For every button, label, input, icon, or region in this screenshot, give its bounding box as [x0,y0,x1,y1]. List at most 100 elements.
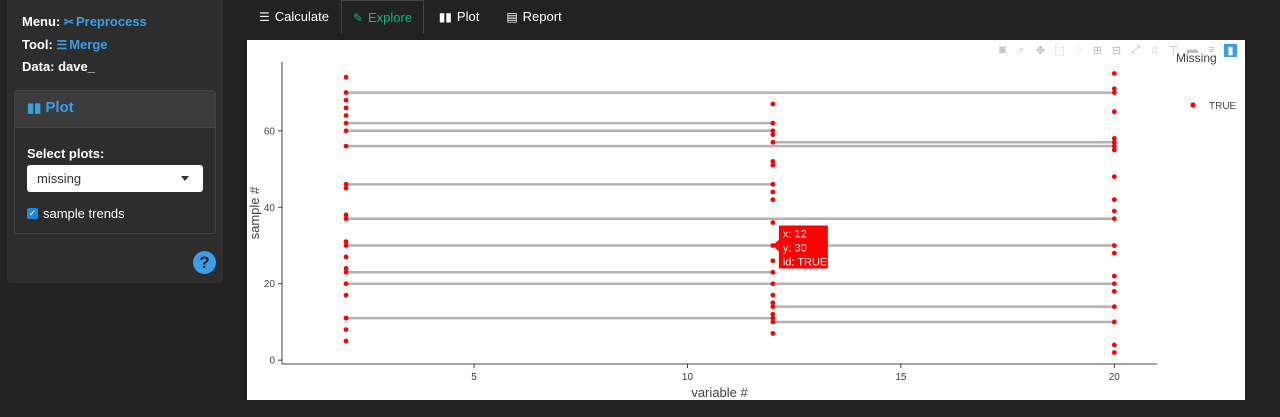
menu-label: Menu: [22,14,61,29]
x-tick-label: 5 [471,372,477,383]
y-tick-label: 40 [264,203,276,214]
y-tick-label: 20 [264,279,276,290]
data-point [770,189,776,195]
zoom-out-icon[interactable]: ⊟ [1111,45,1122,57]
y-tick-label: 0 [269,356,275,367]
sample-trends-option[interactable]: ✓ sample trends [27,206,125,221]
data-point [770,311,776,317]
data-point [343,243,349,248]
data-point [343,74,349,80]
plot-select[interactable]: missing [27,165,203,192]
data-point [1111,243,1117,248]
tooltip-pointer [772,239,779,252]
legend-entry: TRUE [1209,101,1237,112]
data-point [1111,250,1117,256]
data-point [343,113,349,118]
scissors-icon: ✂ [63,15,74,29]
data-point [1111,147,1117,153]
data-point [1111,136,1117,141]
y-tick-label: 60 [264,126,276,137]
data-point [1111,342,1117,348]
data-point [770,304,776,310]
caret-down-icon [181,176,189,181]
panel-header[interactable]: ▮▮ Plot [15,91,215,128]
tool-label: Tool: [22,37,53,52]
checkbox-label: sample trends [43,206,125,221]
menu-line: Menu: ✂ Preprocess [22,14,147,29]
file-icon: ▤ [506,10,518,24]
data-point [343,105,349,111]
data-point [1111,319,1117,325]
tab-calculate[interactable]: ☰ Calculate [247,0,341,33]
modebar: ◙ ⌕ ✥ ⬚ ◌ ⊞ ⊟ ⤢ ⌂ ⊤ ▬ ≡ ▮ [996,44,1237,57]
x-tick-label: 15 [895,372,907,383]
x-tick-label: 10 [682,372,694,383]
home-icon[interactable]: ⌂ [1151,44,1158,56]
bar-chart-icon: ▮▮ [27,100,42,115]
data-point [770,300,776,306]
tool-value: Merge [69,37,108,52]
tooltip-line: x: 12 [783,228,807,240]
plotly-logo-icon[interactable]: ▮ [1224,44,1237,57]
tab-label: Explore [367,10,413,25]
data-point [1111,174,1117,180]
pan-icon[interactable]: ✥ [1035,45,1046,57]
data-point [770,269,776,275]
zoom-in-icon[interactable]: ⊞ [1092,45,1103,57]
tooltip-box [778,225,828,269]
data-point [770,292,776,298]
tab-label: Calculate [274,9,329,24]
data-point [343,281,349,287]
data-point [343,185,349,191]
data-point [770,243,776,248]
data-point [1111,350,1117,355]
data-point [770,128,776,134]
data-point [343,212,349,218]
data-point [343,128,349,134]
data-point [770,162,776,168]
data-point [770,315,776,321]
help-icon[interactable]: ? [193,251,216,274]
data-point [770,197,776,203]
tab-plot[interactable]: ▮▮ Plot [428,0,490,33]
data-point [1111,281,1117,287]
data-point [770,331,776,336]
data-point [770,258,776,264]
menu-link[interactable]: ✂ Preprocess [64,14,147,29]
tab-bar: ☰ Calculate ✎ Explore ▮▮ Plot ▤ Report [247,0,1280,33]
data-point [343,216,349,222]
data-point [343,254,349,260]
tab-explore[interactable]: ✎ Explore [341,0,424,33]
y-axis-title: sample # [247,186,262,240]
checkbox-checked-icon[interactable]: ✓ [27,208,38,219]
hover-closest-icon[interactable]: ▬ [1187,44,1198,56]
data-point [343,143,349,149]
missing-scatter-chart[interactable]: 5 10 15 20 0 20 40 60 variable # sample # x: 12 y:… [247,40,1245,400]
data-point [343,90,349,95]
data-point [343,97,349,103]
sidebar: Menu: ✂ Preprocess Tool: ☰ Merge Data: dav… [7,0,223,283]
data-point [343,315,349,321]
data-point [343,181,349,187]
data-point [1111,208,1117,214]
data-point [770,319,776,325]
data-point [770,181,776,187]
tab-report[interactable]: ▤ Report [498,0,570,33]
tool-link[interactable]: ☰ Merge [56,37,107,52]
tooltip-line: id: TRUE [783,256,827,268]
spike-icon[interactable]: ⊤ [1168,45,1179,57]
data-point [770,101,776,107]
data-point [343,120,349,126]
plot-container: ◙ ⌕ ✥ ⬚ ◌ ⊞ ⊟ ⤢ ⌂ ⊤ ▬ ≡ ▮ 5 10 15 20 0 20 40 60… [247,40,1245,400]
legend-title: Missing [1176,51,1217,65]
tab-label: Report [522,9,562,24]
hover-compare-icon[interactable]: ≡ [1208,44,1215,56]
autoscale-icon[interactable]: ⤢ [1131,44,1140,56]
data-point [1111,288,1117,294]
data-point [343,327,349,332]
box-select-icon[interactable]: ⬚ [1054,45,1065,57]
lasso-icon[interactable]: ◌ [1075,44,1082,56]
zoom-icon[interactable]: ⌕ [1018,44,1025,56]
plot-panel: ▮▮ Plot Select plots: missing ✓ sample tr… [14,90,216,234]
camera-icon[interactable]: ◙ [999,44,1006,56]
